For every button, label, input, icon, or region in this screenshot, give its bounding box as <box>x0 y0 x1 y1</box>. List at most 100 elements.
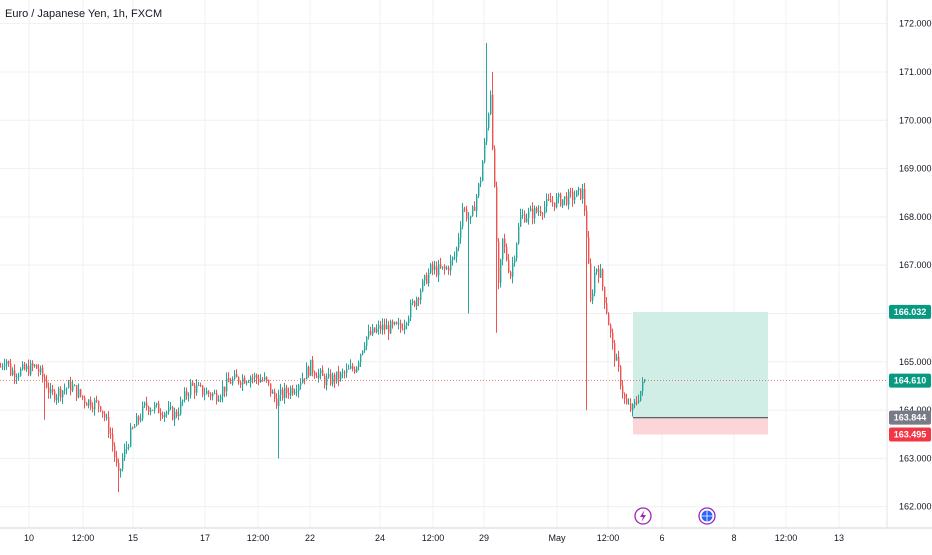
candle-down <box>100 406 102 411</box>
candle-down <box>70 381 72 391</box>
candle-up <box>246 382 248 384</box>
candle-down <box>494 148 496 187</box>
candle-down <box>42 367 44 377</box>
candle-down <box>464 208 466 210</box>
candle-up <box>478 183 480 197</box>
candle-down <box>132 427 134 429</box>
candle-down <box>402 328 404 330</box>
candle-down <box>84 397 86 404</box>
candle-down <box>98 401 100 407</box>
x-tick-label: 12:00 <box>72 533 95 543</box>
candle-up <box>204 394 206 396</box>
candle-down <box>10 363 12 376</box>
candle-up <box>460 226 462 238</box>
candle-down <box>392 321 394 325</box>
candle-up <box>12 370 14 376</box>
current-price-label: 164.610 <box>894 376 927 386</box>
candle-up <box>502 238 504 260</box>
candle-down <box>54 391 56 401</box>
candle-up <box>628 403 630 405</box>
candle-down <box>498 241 500 283</box>
candle-up <box>430 264 432 273</box>
candle-up <box>250 377 252 382</box>
candle-up <box>140 418 142 421</box>
candle-down <box>108 417 110 434</box>
candle-up <box>22 364 24 370</box>
candle-up <box>482 161 484 182</box>
candle-up <box>350 365 352 369</box>
candle-up <box>16 376 18 378</box>
candle-up <box>362 350 364 355</box>
candle-up <box>340 372 342 380</box>
flash-icon-glyph[interactable] <box>640 510 646 522</box>
candle-up <box>30 363 32 375</box>
candle-up <box>376 328 378 333</box>
candle-down <box>146 402 148 407</box>
globe-icon-lines[interactable] <box>701 510 713 522</box>
flash-icon[interactable] <box>634 507 652 525</box>
candle-up <box>600 269 602 278</box>
candle-down <box>374 327 376 333</box>
candle-up <box>346 369 348 373</box>
candle-up <box>26 365 28 370</box>
candle-down <box>524 214 526 222</box>
candle-up <box>128 446 130 448</box>
target-zone[interactable] <box>633 311 768 418</box>
y-tick-label: 170.000 <box>899 115 932 125</box>
candle-up <box>366 336 368 347</box>
candle-up <box>122 457 124 469</box>
candle-up <box>152 409 154 411</box>
candle-down <box>610 325 612 333</box>
candle-up <box>328 373 330 378</box>
candle-down <box>570 191 572 193</box>
candle-up <box>130 427 132 447</box>
candle-up <box>452 257 454 260</box>
candle-down <box>228 378 230 383</box>
candle-down <box>440 264 442 268</box>
candle-up <box>368 331 370 337</box>
candle-down <box>44 376 46 381</box>
candle-up <box>434 266 436 270</box>
candle-down <box>48 387 50 393</box>
position-tool[interactable] <box>633 311 768 435</box>
candle-up <box>534 207 536 219</box>
candle-up <box>134 426 136 428</box>
y-tick-label: 165.000 <box>899 357 932 367</box>
candle-down <box>380 325 382 330</box>
axes: 162.000163.000164.000165.000166.000167.0… <box>0 0 932 543</box>
globe-icon[interactable] <box>698 507 716 525</box>
candle-up <box>512 263 514 277</box>
y-tick-label: 172.000 <box>899 19 932 29</box>
candle-up <box>168 407 170 413</box>
candle-down <box>588 237 590 264</box>
event-markers[interactable] <box>634 507 716 525</box>
candle-up <box>526 218 528 222</box>
y-tick-label: 163.000 <box>899 453 932 463</box>
candle-down <box>542 213 544 215</box>
candle-up <box>364 346 366 351</box>
candle-up <box>568 191 570 205</box>
candle-down <box>608 313 610 326</box>
candle-up <box>640 390 642 401</box>
candle-up <box>64 389 66 391</box>
candle-up <box>518 226 520 244</box>
candle-up <box>372 327 374 335</box>
x-tick-label: 12:00 <box>775 533 798 543</box>
candle-up <box>142 405 144 419</box>
candle-up <box>638 400 640 403</box>
candle-up <box>556 197 558 208</box>
candle-down <box>338 371 340 380</box>
candle-down <box>36 364 38 369</box>
stop-zone[interactable] <box>633 417 768 435</box>
candle-down <box>186 391 188 396</box>
candle-up <box>72 385 74 391</box>
candle-down <box>240 382 242 385</box>
candle-up <box>394 322 396 325</box>
candle-down <box>276 398 278 406</box>
candle-up <box>34 364 36 367</box>
candle-down <box>268 379 270 384</box>
candle-down <box>148 406 150 412</box>
candle-up <box>190 382 192 395</box>
